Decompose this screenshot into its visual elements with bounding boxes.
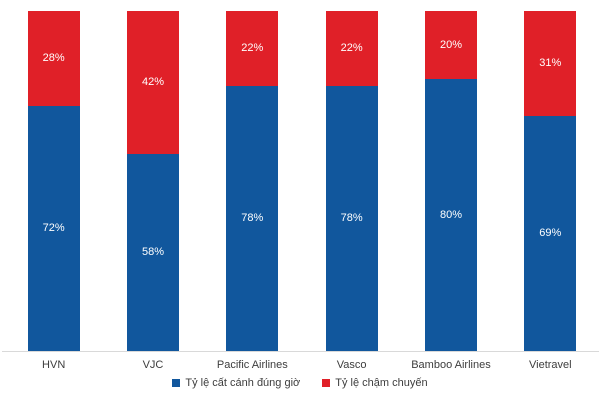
segment-label: 69%: [539, 227, 562, 240]
plot-area: 28% 72% 42% 58% 22% 78% 22% 78% 20% 80% 31% 69%: [4, 11, 600, 351]
category-label-pacific-airlines: Pacific Airlines: [216, 359, 288, 371]
bar-segment-delayed: 22%: [325, 11, 378, 86]
bar-column-bamboo-airlines: 20% 80%: [401, 11, 500, 351]
stacked-bar: 28% 72%: [27, 11, 80, 351]
stacked-bar: 42% 58%: [126, 11, 179, 351]
legend-label-on-time: Tỷ lệ cất cánh đúng giờ: [185, 377, 301, 389]
segment-label: 42%: [141, 75, 164, 88]
bar-segment-delayed: 22%: [226, 11, 279, 86]
legend-swatch-red-icon: [322, 379, 331, 387]
legend-label-delayed: Tỷ lệ chậm chuyến: [335, 377, 428, 389]
stacked-bar: 31% 69%: [524, 11, 577, 351]
legend: Tỷ lệ cất cánh đúng giờ Tỷ lệ chậm chuyế…: [0, 377, 600, 389]
bar-segment-on-time: 72%: [27, 106, 80, 351]
category-label-bamboo-airlines: Bamboo Airlines: [411, 359, 491, 371]
stacked-bar: 22% 78%: [226, 11, 279, 351]
bar-segment-on-time: 69%: [524, 116, 577, 351]
stacked-bar: 20% 80%: [424, 11, 477, 351]
segment-label: 80%: [439, 208, 462, 221]
category-label-vjc: VJC: [142, 359, 164, 371]
stacked-bar: 22% 78%: [325, 11, 378, 351]
segment-label: 78%: [241, 211, 264, 224]
category-label-hvn: HVN: [42, 359, 66, 371]
bar-column-vasco: 22% 78%: [302, 11, 401, 351]
bar-column-pacific-airlines: 22% 78%: [203, 11, 302, 351]
legend-item-delayed: Tỷ lệ chậm chuyến: [322, 377, 428, 389]
bar-segment-delayed: 42%: [126, 11, 179, 154]
legend-swatch-blue-icon: [172, 379, 181, 387]
bar-segment-on-time: 78%: [325, 85, 378, 351]
bar-segment-on-time: 58%: [126, 153, 179, 351]
segment-label: 72%: [42, 222, 65, 235]
bar-segment-delayed: 20%: [424, 11, 477, 79]
bar-segment-on-time: 78%: [226, 85, 279, 351]
category-label-vietravel: Vietravel: [529, 359, 572, 371]
bar-column-vietravel: 31% 69%: [501, 11, 600, 351]
legend-item-on-time: Tỷ lệ cất cánh đúng giờ: [172, 377, 300, 389]
segment-label: 20%: [439, 38, 462, 51]
segment-label: 31%: [539, 57, 562, 70]
bar-segment-delayed: 31%: [524, 11, 577, 117]
segment-label: 78%: [340, 211, 363, 224]
bar-segment-on-time: 80%: [424, 79, 477, 351]
segment-label: 58%: [141, 245, 164, 258]
bar-segment-delayed: 28%: [27, 11, 80, 107]
bar-column-hvn: 28% 72%: [4, 11, 103, 351]
category-label-vasco: Vasco: [336, 359, 367, 371]
segment-label: 22%: [241, 41, 264, 54]
segment-label: 22%: [340, 41, 363, 54]
x-axis-line: [2, 351, 599, 352]
segment-label: 28%: [42, 52, 65, 65]
category-axis: HVN VJC Pacific Airlines Vasco Bamboo Airlin…: [4, 358, 600, 372]
bar-column-vjc: 42% 58%: [103, 11, 202, 351]
